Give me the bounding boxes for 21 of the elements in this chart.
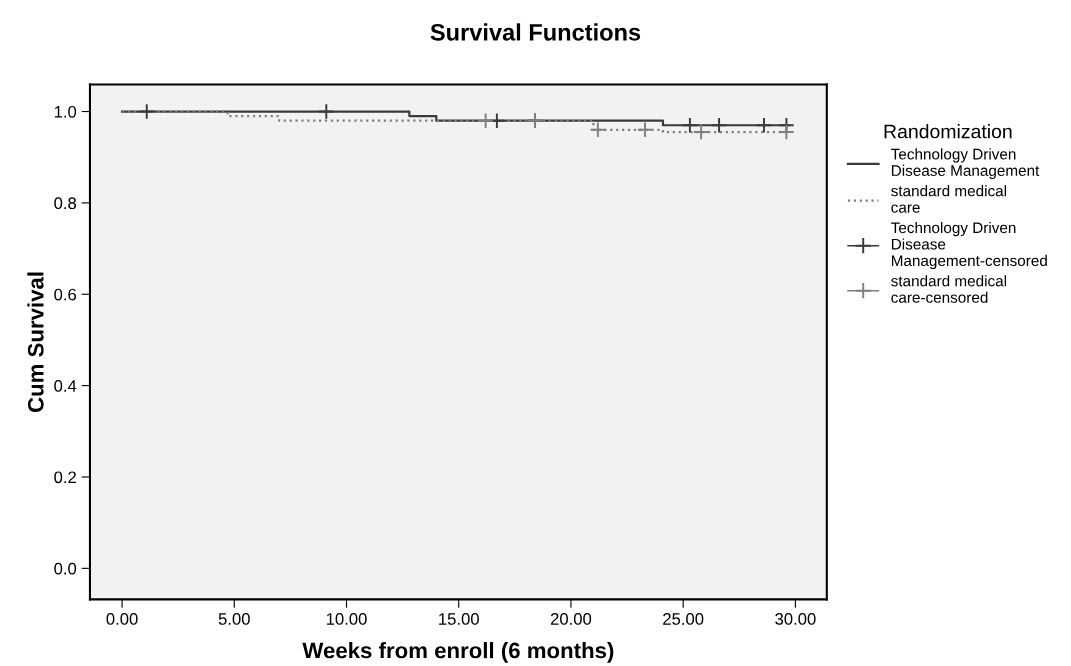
legend-label: standard medical care-censored (891, 275, 1007, 303)
x-tick-label: 15.00 (439, 613, 479, 625)
x-tick-label: 5.00 (218, 613, 250, 625)
x-tick-label: 30.00 (775, 613, 816, 625)
legend-label: Technology Driven Disease Management-censored (891, 221, 1047, 270)
x-tick-label: 0.00 (106, 613, 138, 625)
x-tick-label: 20.00 (550, 613, 592, 625)
x-tick-label: 25.00 (663, 613, 704, 625)
y-tick-label: 0.2 (54, 471, 76, 484)
y-tick-label: 1.0 (54, 105, 77, 118)
y-tick-label: 0.6 (54, 288, 77, 301)
chart-title: Survival Functions (430, 23, 641, 41)
y-axis-title: Cum Survival (27, 272, 44, 413)
y-tick-label: 0.4 (54, 380, 77, 392)
legend-title: Randomization (884, 124, 1012, 139)
x-axis-title: Weeks from enroll (6 months) (302, 642, 614, 663)
legend-label: standard medical care (891, 185, 1007, 213)
legend-label: Technology Driven Disease Management (891, 148, 1040, 180)
x-tick-label: 10.00 (326, 613, 367, 625)
y-tick-label: 0.8 (54, 197, 77, 210)
y-tick-label: 0.0 (54, 562, 77, 575)
